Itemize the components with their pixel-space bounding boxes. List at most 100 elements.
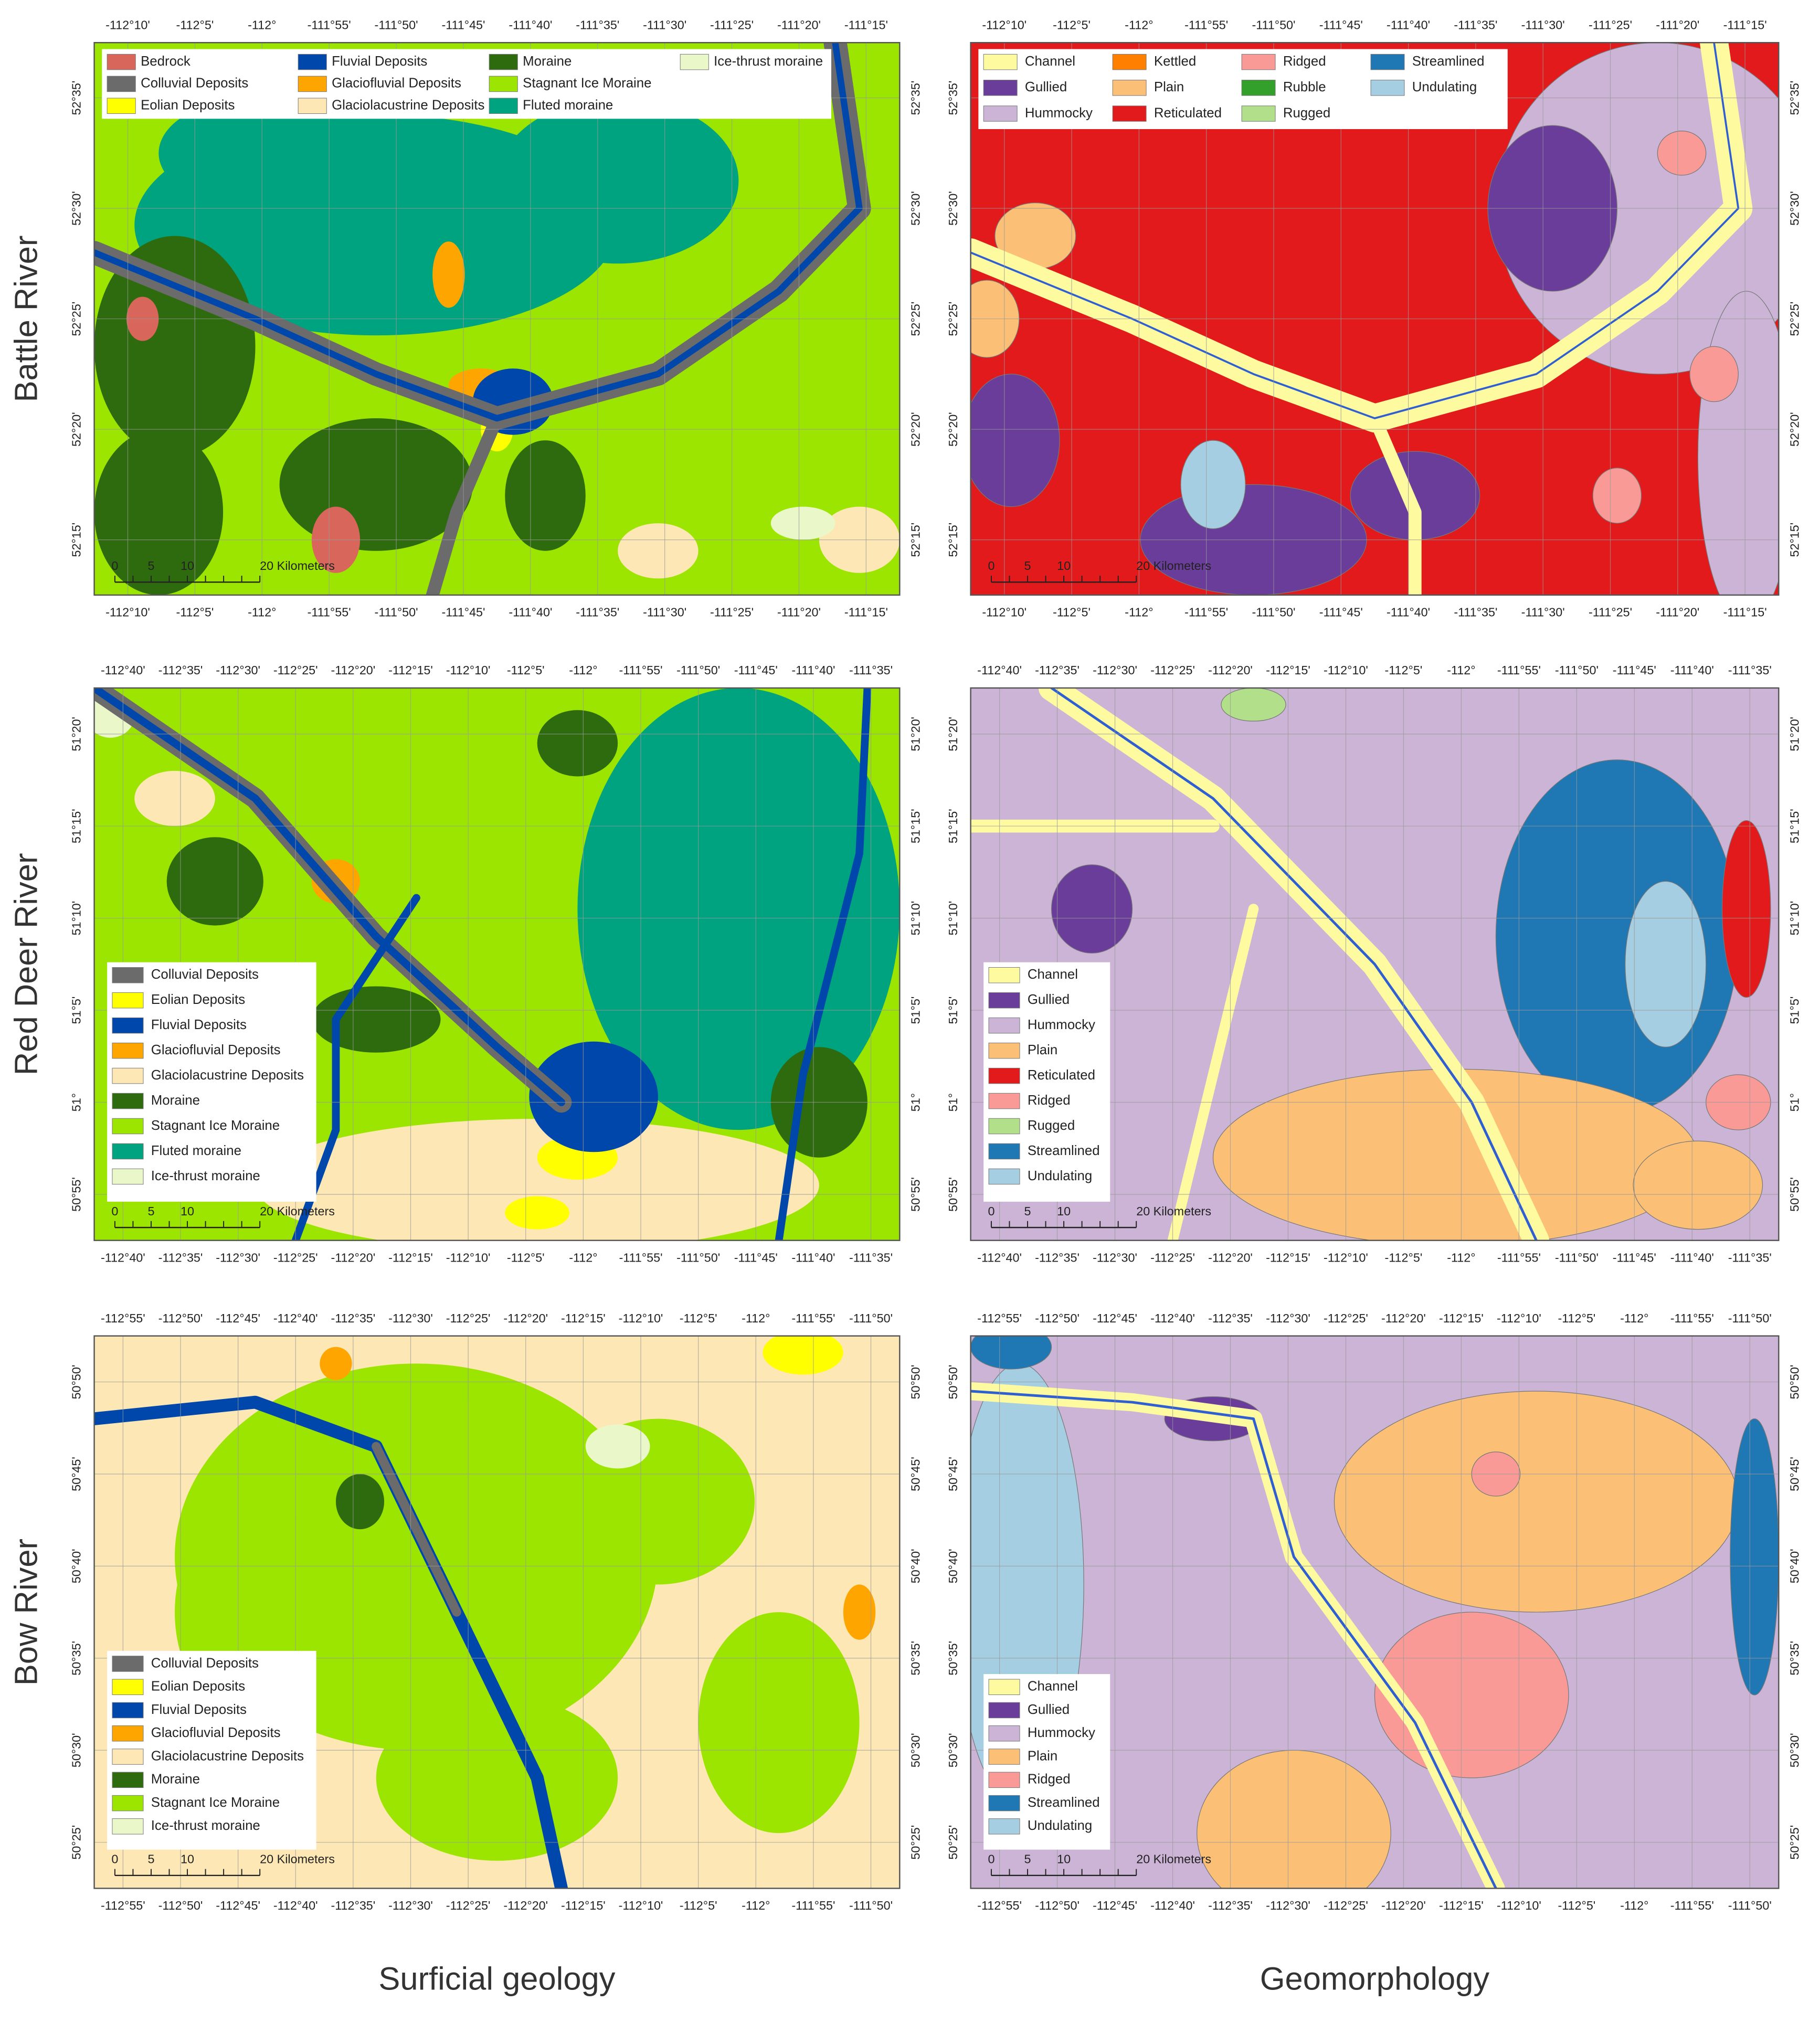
row-label: Battle River xyxy=(8,236,44,403)
lat-tick-label: 51°20' xyxy=(908,717,922,751)
legend-swatch xyxy=(112,1017,144,1034)
legend-label: Moraine xyxy=(151,1772,200,1787)
legend-swatch xyxy=(988,1067,1020,1084)
legend-label: Glaciolacustrine Deposits xyxy=(332,98,484,113)
lon-tick-label: -112°10' xyxy=(105,606,150,619)
lon-tick-label: -112°35' xyxy=(1035,1251,1080,1264)
legend-swatch xyxy=(112,1042,144,1059)
lon-tick-label: -111°35' xyxy=(849,1251,893,1264)
map-unit xyxy=(529,1041,658,1152)
lon-tick-label: -111°55' xyxy=(1184,18,1228,31)
map-panel: -112°40' -112°40' -112°35' -112°35' -112°30'… xyxy=(70,663,923,1264)
map-panel: -112°10' -112°10' -112°5' -112°5' -112° -112°… xyxy=(70,18,923,619)
scale-label: 20 Kilometers xyxy=(1136,1852,1211,1866)
lat-tick-label: 52°25' xyxy=(1787,302,1801,336)
lon-tick-label: -111°55' xyxy=(791,1311,835,1325)
lon-tick-label: -112°10' xyxy=(1497,1311,1541,1325)
legend-swatch xyxy=(983,105,1018,122)
legend-swatch xyxy=(988,1093,1020,1109)
lon-tick-label: -111°55' xyxy=(1497,1251,1541,1264)
lon-tick-label: -111°50' xyxy=(1252,18,1295,31)
scale-label: 10 xyxy=(1057,1852,1071,1866)
lon-tick-label: -112° xyxy=(1125,18,1153,31)
lat-tick-label: 50°25' xyxy=(946,1825,960,1860)
lon-tick-label: -112° xyxy=(1125,606,1153,619)
lat-tick-label: 52°35' xyxy=(908,81,922,115)
legend-swatch xyxy=(112,1656,144,1672)
legend-swatch xyxy=(112,992,144,1009)
lat-tick-label: 50°25' xyxy=(1787,1825,1801,1860)
lon-tick-label: -111°30' xyxy=(643,606,686,619)
scale-label: 5 xyxy=(147,559,154,573)
legend-swatch xyxy=(988,1749,1020,1765)
legend-swatch xyxy=(298,76,327,92)
lat-tick-label: 50°35' xyxy=(946,1641,960,1676)
legend-label: Rubble xyxy=(1283,80,1326,94)
legend-swatch xyxy=(988,1772,1020,1788)
lat-tick-label: 52°20' xyxy=(908,412,922,447)
scale-label: 5 xyxy=(1024,559,1031,573)
lon-tick-label: -111°20' xyxy=(777,18,821,31)
map-unit xyxy=(843,1584,876,1640)
river-unit xyxy=(1368,411,1422,595)
legend-swatch xyxy=(112,1093,144,1109)
map-unit xyxy=(134,770,215,827)
lon-tick-label: -111°50' xyxy=(1728,1311,1772,1325)
lon-tick-label: -112°35' xyxy=(1035,663,1080,677)
lat-tick-label: 50°25' xyxy=(908,1825,922,1860)
legend-label: Undulating xyxy=(1028,1169,1092,1183)
map-unit xyxy=(496,98,739,264)
lon-tick-label: -112°40' xyxy=(273,1899,318,1912)
map-unit xyxy=(166,837,263,926)
map-frame xyxy=(970,41,1780,596)
legend-label: Colluvial Deposits xyxy=(151,1656,259,1670)
map-frame xyxy=(93,1335,901,1889)
lon-tick-label: -111°40' xyxy=(1670,663,1714,677)
legend-swatch xyxy=(988,1679,1020,1695)
lon-tick-label: -111°55' xyxy=(1670,1899,1714,1912)
lon-tick-label: -111°55' xyxy=(1497,663,1541,677)
lon-tick-label: -112° xyxy=(1447,1251,1475,1264)
map-panel: -112°10' -112°10' -112°5' -112°5' -112° -112°… xyxy=(946,18,1802,619)
lat-tick-label: 50°50' xyxy=(946,1365,960,1400)
legend-swatch xyxy=(112,1749,144,1765)
lat-tick-label: 51°20' xyxy=(70,717,83,751)
lon-tick-label: -111°55' xyxy=(619,1251,662,1264)
lon-tick-label: -112°10' xyxy=(1497,1899,1541,1912)
lat-tick-label: 52°15' xyxy=(70,523,83,557)
map-unit xyxy=(585,1424,650,1469)
lon-tick-label: -112°45' xyxy=(216,1899,260,1912)
legend-label: Glaciolacustrine Deposits xyxy=(151,1749,304,1763)
lon-tick-label: -111°30' xyxy=(1521,606,1565,619)
legend-label: Glaciofluvial Deposits xyxy=(151,1043,281,1057)
lon-tick-label: -111°15' xyxy=(1723,18,1767,31)
legend-label: Stagnant Ice Moraine xyxy=(151,1795,280,1810)
map-unit xyxy=(505,1196,570,1230)
map-unit xyxy=(335,1474,385,1530)
lon-tick-label: -112°45' xyxy=(216,1311,260,1325)
lat-tick-label: 51°15' xyxy=(946,809,960,843)
legend-swatch xyxy=(1112,105,1147,122)
lon-tick-label: -111°40' xyxy=(1670,1251,1714,1264)
legend-label: Plain xyxy=(1154,80,1184,94)
legend-swatch xyxy=(988,1042,1020,1059)
lon-tick-label: -111°20' xyxy=(1656,18,1699,31)
legend-label: Stagnant Ice Moraine xyxy=(523,76,651,91)
lon-tick-label: -112°55' xyxy=(101,1311,145,1325)
river-unit xyxy=(426,411,504,595)
legend-swatch xyxy=(298,54,327,70)
legend-label: Colluvial Deposits xyxy=(141,76,248,91)
lon-tick-label: -112°45' xyxy=(1093,1311,1137,1325)
legend-swatch xyxy=(983,54,1018,70)
legend-swatch xyxy=(1370,80,1405,96)
lat-tick-label: 50°45' xyxy=(946,1457,960,1491)
column-title: Geomorphology xyxy=(1260,1961,1490,1997)
lat-tick-label: 50°30' xyxy=(908,1733,922,1767)
legend-label: Gullied xyxy=(1028,1702,1070,1717)
map-unit xyxy=(1221,688,1286,722)
lon-tick-label: -112°40' xyxy=(977,663,1022,677)
lat-tick-label: 52°30' xyxy=(1787,191,1801,226)
legend-label: Streamlined xyxy=(1028,1143,1100,1158)
lon-tick-label: -112°5' xyxy=(507,663,545,677)
